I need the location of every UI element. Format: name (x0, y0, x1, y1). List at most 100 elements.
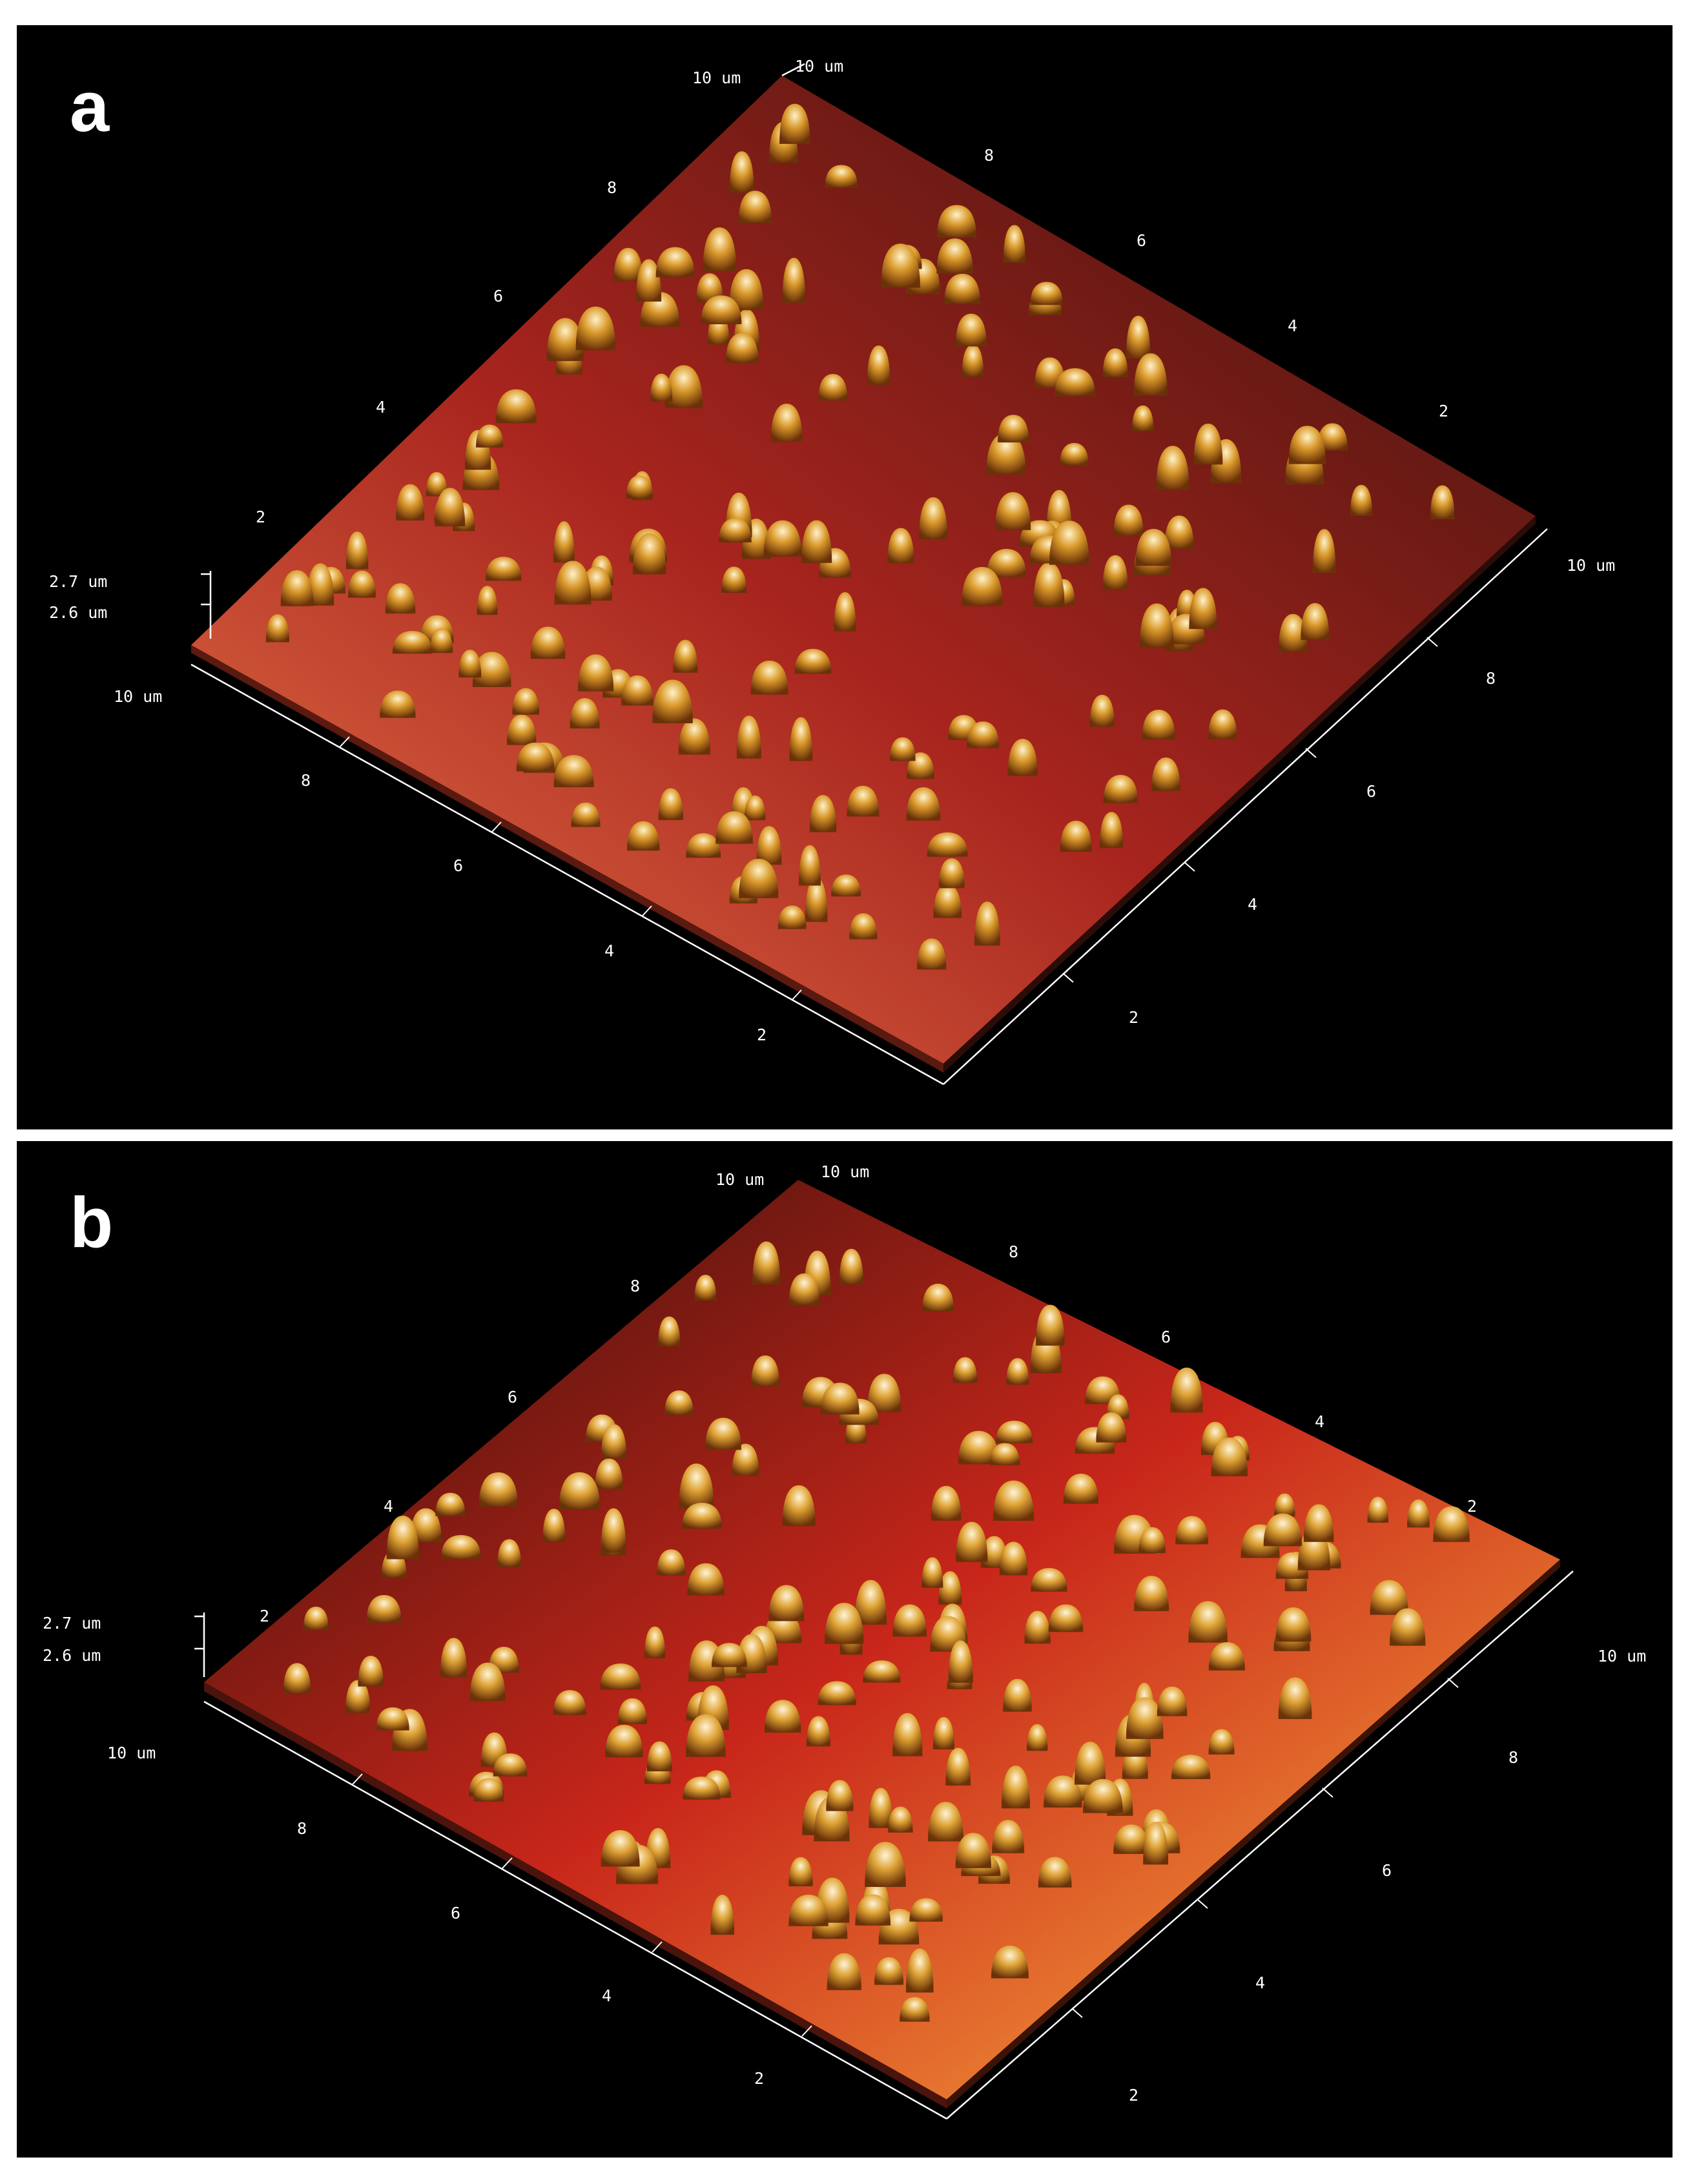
nanostructure-bump (571, 802, 601, 827)
nanostructure-bump (1407, 1499, 1430, 1528)
nanostructure-bump (1430, 485, 1455, 520)
nanostructure-bump (658, 788, 684, 820)
nanostructure-bump (440, 1535, 481, 1560)
nanostructure-bump (990, 1443, 1020, 1465)
nanostructure-bump (621, 675, 654, 706)
nanostructure-bump (1089, 694, 1115, 727)
left-axis-tick-4: 4 (604, 942, 614, 960)
nanostructure-bump (664, 365, 703, 408)
nanostructure-bump (806, 1716, 830, 1747)
nanostructure-bump (905, 1948, 934, 1993)
nanostructure-bump (347, 570, 376, 598)
nanostructure-bump (763, 520, 802, 557)
panel-letter: b (70, 1183, 114, 1262)
nanostructure-bump (805, 877, 828, 922)
nanostructure-bump (818, 1681, 856, 1705)
nanostructure-bumps (265, 103, 1455, 970)
nanostructure-bump (440, 1638, 468, 1678)
nanostructure-bump (909, 1898, 943, 1922)
right-axis-tick-8: 8 (1508, 1748, 1518, 1767)
nanostructure-bump (1099, 812, 1124, 849)
nanostructure-bump (358, 1656, 384, 1687)
nanostructure-bump (777, 905, 807, 929)
nanostructure-bump (1031, 1568, 1067, 1592)
top-left-edge-tick-8: 8 (607, 178, 617, 197)
nanostructure-bump (687, 1563, 725, 1596)
nanostructure-bump (392, 631, 433, 654)
nanostructure-bump (626, 821, 660, 851)
nanostructure-bump (847, 785, 880, 817)
nanostructure-bump (869, 1787, 893, 1828)
nanostructure-bump (1370, 1580, 1409, 1615)
nanostructure-bump (881, 243, 920, 288)
nanostructure-bump (892, 1604, 927, 1637)
nanostructure-bump (732, 1443, 759, 1476)
nanostructure-bump (788, 1273, 820, 1305)
nanostructure-bump (1132, 405, 1154, 431)
nanostructure-bump (820, 1383, 859, 1415)
nanostructure-bump (1156, 446, 1189, 490)
nanostructure-bump (919, 497, 948, 540)
nanostructure-bump (469, 1662, 506, 1701)
nanostructure-bump (685, 1714, 726, 1757)
nanostructure-bump (1003, 1678, 1032, 1712)
nanostructure-bump (999, 1541, 1028, 1576)
nanostructure-bump (892, 1713, 923, 1756)
nanostructure-bump (265, 614, 290, 643)
nanostructure-bump (932, 1716, 955, 1749)
nanostructure-bump (435, 488, 466, 527)
nanostructure-bump (473, 1778, 504, 1802)
nanostructure-bump (1138, 1527, 1166, 1554)
nanostructure-bump (409, 1508, 442, 1543)
nanostructure-bump (987, 548, 1027, 577)
nanostructure-bump (1102, 348, 1128, 378)
nanostructure-bump (1274, 1493, 1295, 1517)
nanostructure-bump (855, 1894, 891, 1926)
z-scale-bottom-label: 2.6 um (43, 1646, 101, 1665)
nanostructure-bump (345, 531, 369, 570)
nanostructure-bump (604, 1724, 643, 1758)
nanostructure-bump (865, 1842, 906, 1888)
nanostructure-bump (725, 333, 759, 364)
nanostructure-bump (426, 471, 448, 497)
nanostructure-bump (955, 313, 987, 347)
nanostructure-bump (472, 652, 511, 687)
nanostructure-bump (601, 1424, 627, 1459)
nanostructure-bump (1133, 353, 1168, 396)
axis-ticks (339, 637, 1438, 1001)
nanostructure-bump (1208, 1642, 1245, 1671)
top-left-edge-tick-4: 4 (384, 1497, 393, 1516)
right-axis-tick-6: 6 (1382, 1861, 1392, 1880)
nanostructure-bump (646, 1741, 673, 1772)
nanostructure-bump (613, 247, 643, 282)
nanostructure-bump (553, 521, 575, 563)
nanostructure-bump (839, 1248, 863, 1285)
nanostructure-bump (936, 238, 973, 274)
nanostructure-bump (739, 858, 779, 898)
nanostructure-bump (1317, 423, 1348, 451)
nanostructure-bump (962, 566, 1003, 606)
nanostructure-bump (1103, 774, 1138, 803)
nanostructure-bump (435, 1492, 466, 1516)
axis-lines (190, 63, 1548, 1086)
nanostructure-bump (788, 1894, 829, 1926)
top-right-edge-tick-4: 4 (1288, 316, 1297, 335)
nanostructure-bump (1350, 484, 1373, 517)
nanostructure-bump (396, 484, 425, 521)
nanostructure-bump (705, 1417, 741, 1450)
nanostructure-bump (867, 1374, 901, 1412)
nanostructure-bump (889, 737, 916, 761)
nanostructure-bump (750, 660, 788, 695)
top-right-edge-corner-label: 10 um (795, 57, 843, 76)
nanostructure-bump (1113, 1824, 1149, 1854)
nanostructure-bump (825, 165, 858, 188)
nanostructure-bump (966, 721, 1000, 748)
nanostructure-bump (1074, 1742, 1106, 1785)
nanostructure-bump (1303, 1504, 1334, 1542)
z-scale-top-label: 2.7 um (43, 1614, 101, 1633)
nanostructure-bump (927, 1802, 964, 1842)
nanostructure-bump (506, 714, 537, 745)
right-axis-tick-2: 2 (1129, 2086, 1138, 2105)
sample-surface (191, 76, 1536, 1064)
z-scale-top-label: 2.7 um (49, 572, 107, 591)
